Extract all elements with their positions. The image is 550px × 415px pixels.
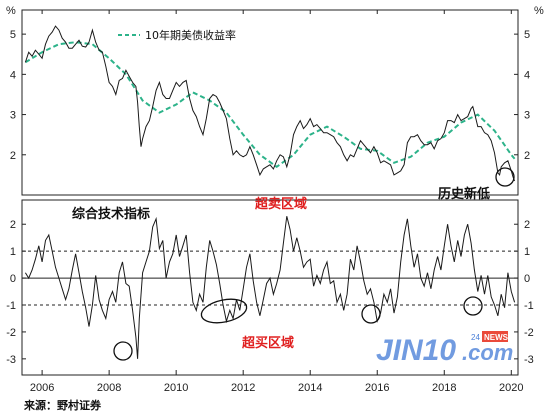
y-tick-label-right: 2 (524, 219, 530, 231)
y-tick-label-left: 5 (10, 29, 16, 41)
bottom-panel: -3 -3 -2 -2 -1 -1 0 0 1 1 2 2 综合技术指标 超卖区域 超买区域 (6, 196, 534, 376)
low-circle-2016 (361, 304, 381, 324)
top-right-unit: % (534, 5, 544, 17)
record-low-circle (495, 167, 515, 187)
y-tick-label-right: -1 (524, 300, 534, 312)
y-tick-label-right: -3 (524, 354, 534, 366)
y-tick-label-left: 2 (10, 219, 16, 231)
low-circle-2008 (113, 341, 133, 361)
y-tick-label-left: 2 (10, 150, 16, 162)
y-tick-label-right: -2 (524, 327, 534, 339)
y-tick-label-left: -3 (6, 354, 16, 366)
watermark-badge-box (482, 331, 508, 342)
x-axis: 2006 2008 2010 2012 2014 2016 2018 2020 (30, 10, 524, 394)
y-tick-label-left: 0 (10, 273, 16, 285)
x-tick-label: 2016 (365, 382, 389, 394)
low-circle-2019 (463, 296, 483, 316)
x-tick-label: 2014 (298, 382, 322, 394)
x-tick-label: 2012 (231, 382, 255, 394)
oversold-zone-label: 超买区域 (242, 335, 294, 351)
watermark-badge-word: NEWS (484, 333, 509, 342)
top-panel-frame (21, 9, 519, 196)
legend: 10年期美债收益率 (118, 28, 236, 42)
y-tick-label-right: 0 (524, 273, 530, 285)
series-composite-indicator (24, 216, 516, 359)
y-tick-label-left: 4 (10, 69, 16, 81)
y-tick-label-right: 5 (524, 29, 530, 41)
x-tick-label: 2010 (164, 382, 188, 394)
jin10-watermark: JIN10 .com 24 NEWS (376, 331, 513, 367)
y-tick-label-right: 3 (524, 110, 530, 122)
top-y-ticks: 2 2 3 3 4 4 5 5 (10, 29, 530, 162)
top-panel: 2 2 3 3 4 4 5 5 % % 10年期美债收益率 历史新低 (6, 5, 544, 202)
x-tick-label: 2008 (97, 382, 121, 394)
y-tick-label-right: 2 (524, 150, 530, 162)
x-tick-label: 2018 (432, 382, 456, 394)
legend-label: 10年期美债收益率 (145, 28, 236, 42)
top-left-unit: % (6, 5, 16, 17)
indicator-label: 综合技术指标 (72, 206, 150, 222)
y-tick-label-left: -2 (6, 327, 16, 339)
low-circle-2011 (200, 298, 248, 324)
y-tick-label-left: -1 (6, 300, 16, 312)
y-tick-label-right: 4 (524, 69, 530, 81)
y-tick-label-right: 1 (524, 246, 530, 258)
source-note: 来源：野村证券 (23, 398, 102, 412)
watermark-badge-num: 24 (471, 333, 480, 342)
series-10y-yield (24, 25, 516, 182)
bottom-panel-frame (21, 199, 519, 376)
y-tick-label-left: 1 (10, 246, 16, 258)
watermark-suffix: .com (462, 340, 513, 365)
x-tick-label: 2006 (30, 382, 54, 394)
series-moving-average (24, 41, 516, 169)
y-tick-label-left: 3 (10, 110, 16, 122)
record-low-label: 历史新低 (438, 186, 490, 202)
watermark-main: JIN10 (376, 334, 456, 367)
x-tick-label: 2020 (499, 382, 523, 394)
overbought-zone-label: 超卖区域 (255, 196, 307, 212)
